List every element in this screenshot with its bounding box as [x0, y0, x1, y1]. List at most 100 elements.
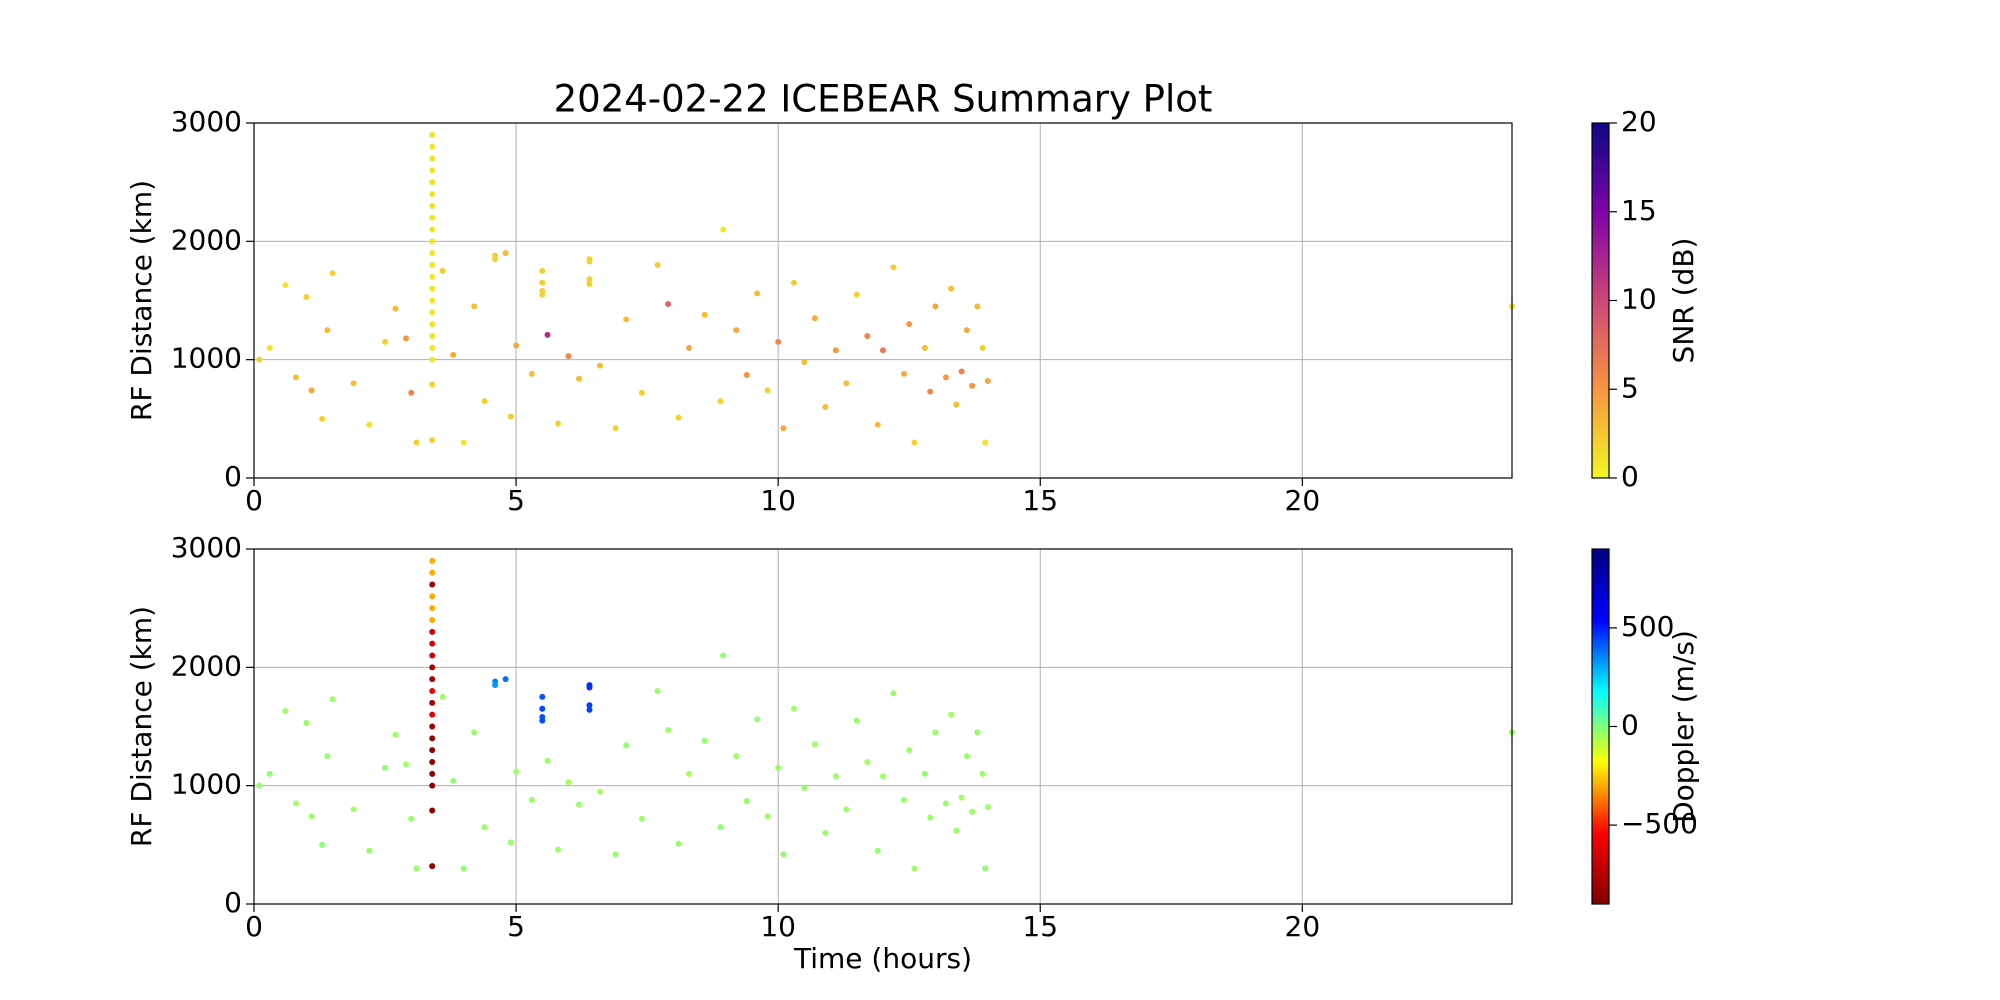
- data-point: [429, 605, 436, 612]
- data-point: [429, 273, 436, 280]
- data-point: [555, 846, 562, 853]
- data-point: [329, 696, 336, 703]
- data-point: [958, 794, 965, 801]
- data-point: [948, 711, 955, 718]
- data-point: [266, 344, 273, 351]
- data-point: [743, 372, 750, 379]
- data-point: [429, 285, 436, 292]
- data-point: [832, 773, 839, 780]
- data-point: [638, 815, 645, 822]
- data-point: [942, 800, 949, 807]
- data-point: [324, 753, 331, 760]
- data-point: [686, 344, 693, 351]
- plot-frame: [253, 122, 1513, 479]
- data-point: [319, 415, 326, 422]
- data-point: [790, 279, 797, 286]
- data-point: [256, 356, 263, 363]
- plot-background: [254, 549, 1512, 904]
- y-tick-label: 2000: [171, 649, 242, 682]
- data-point: [974, 303, 981, 310]
- data-point: [460, 865, 467, 872]
- data-point: [429, 167, 436, 174]
- data-point: [429, 143, 436, 150]
- data-point: [429, 238, 436, 245]
- data-point: [764, 813, 771, 820]
- data-point: [429, 381, 436, 388]
- data-point: [382, 764, 389, 771]
- data-point: [890, 690, 897, 697]
- data-point: [429, 652, 436, 659]
- data-point: [471, 303, 478, 310]
- data-point: [539, 291, 546, 298]
- data-point: [429, 770, 436, 777]
- data-point: [429, 676, 436, 683]
- data-point: [811, 741, 818, 748]
- data-point: [654, 688, 661, 694]
- data-point: [539, 693, 546, 700]
- y-axis-label: RF Distance (km): [125, 606, 158, 847]
- data-point: [874, 847, 881, 854]
- data-point: [350, 806, 357, 813]
- data-point: [429, 344, 436, 351]
- data-point: [979, 344, 986, 351]
- data-point: [539, 267, 546, 274]
- data-point: [308, 387, 315, 394]
- data-point: [429, 735, 436, 742]
- data-point: [539, 717, 546, 724]
- data-point: [282, 708, 289, 715]
- data-point: [392, 731, 399, 738]
- data-point: [586, 702, 593, 709]
- data-point: [429, 664, 436, 671]
- data-point: [429, 688, 436, 694]
- data-point: [429, 250, 436, 257]
- data-point: [502, 676, 509, 683]
- y-tick-label: 2000: [171, 223, 242, 256]
- data-point: [958, 368, 965, 375]
- data-point: [942, 374, 949, 381]
- data-point: [308, 813, 315, 820]
- y-tick-label: 1000: [171, 768, 242, 801]
- data-point: [665, 301, 672, 308]
- data-point: [906, 747, 913, 754]
- data-point: [450, 351, 457, 358]
- data-point: [984, 377, 991, 384]
- data-point: [596, 788, 603, 795]
- data-point: [754, 290, 761, 297]
- x-tick-label: 5: [507, 910, 525, 943]
- data-point: [982, 439, 989, 446]
- data-point: [654, 262, 661, 268]
- data-point: [979, 770, 986, 777]
- data-point: [911, 439, 918, 446]
- data-point: [329, 270, 336, 277]
- data-point: [921, 344, 928, 351]
- data-point: [324, 327, 331, 334]
- data-point: [429, 723, 436, 730]
- data-point: [984, 803, 991, 810]
- data-point: [429, 437, 436, 444]
- data-point: [429, 309, 436, 316]
- colorbar: [1591, 548, 1610, 905]
- data-point: [528, 370, 535, 377]
- data-point: [720, 226, 727, 233]
- data-point: [623, 742, 630, 749]
- data-point: [843, 806, 850, 813]
- colorbar: [1591, 122, 1610, 479]
- data-point: [392, 305, 399, 312]
- data-point: [853, 717, 860, 724]
- data-point: [429, 191, 436, 197]
- data-point: [612, 851, 619, 858]
- data-point: [754, 716, 761, 723]
- data-point: [565, 353, 572, 360]
- x-tick-label: 10: [760, 910, 796, 943]
- data-point: [953, 401, 960, 408]
- data-point: [544, 757, 551, 764]
- data-point: [586, 276, 593, 283]
- data-point: [429, 297, 436, 304]
- data-point: [429, 807, 436, 814]
- data-point: [665, 727, 672, 734]
- data-point: [507, 839, 514, 846]
- data-point: [439, 693, 446, 700]
- x-tick-label: 0: [245, 910, 263, 943]
- data-point: [775, 338, 782, 345]
